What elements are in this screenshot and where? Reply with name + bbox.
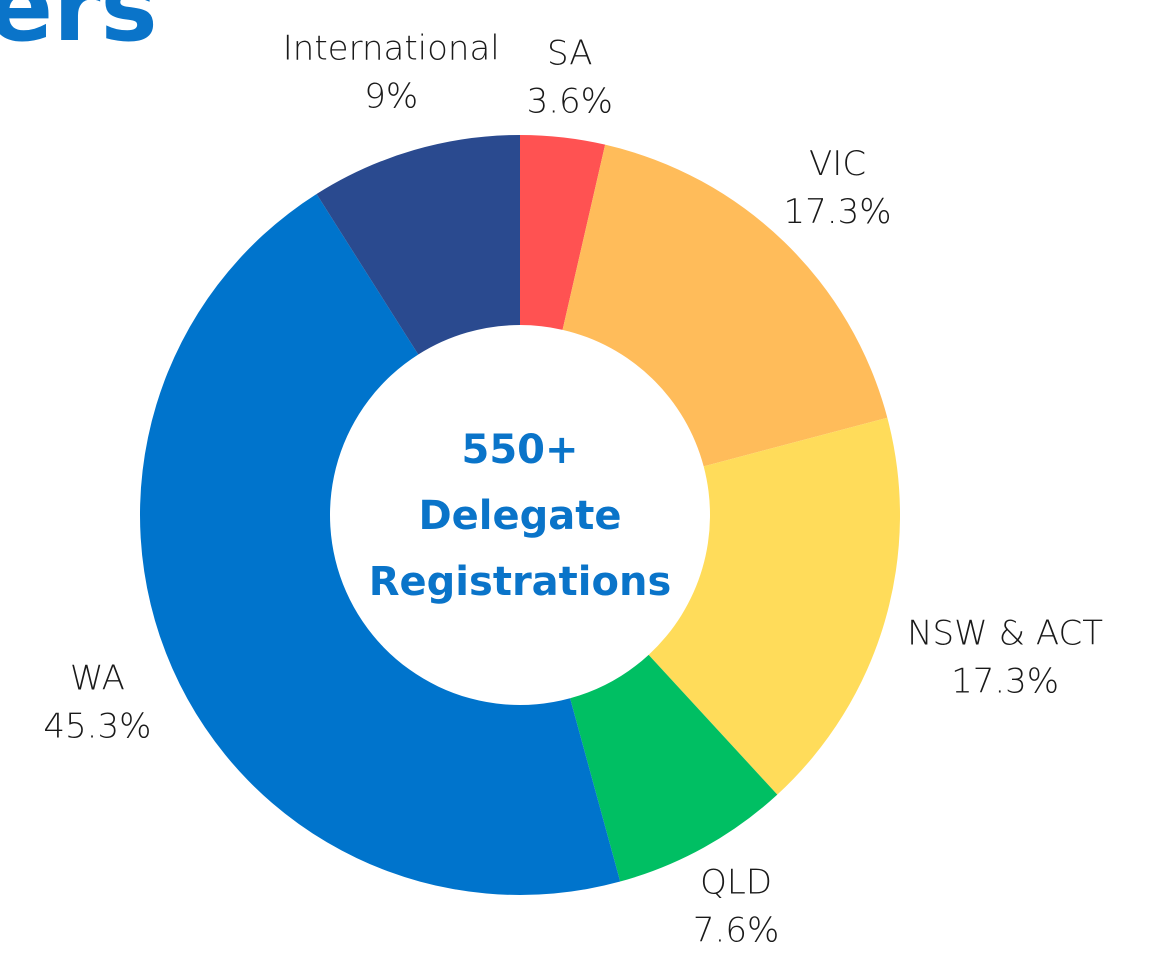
slice-label: SA: [547, 33, 592, 73]
slice-label: QLD: [700, 863, 772, 903]
donut-slice: [520, 135, 606, 330]
slice-value-label: 45.3%: [43, 707, 151, 747]
center-text: 550+: [461, 427, 578, 473]
center-text: Registrations: [369, 559, 672, 605]
slice-label: International: [283, 28, 500, 68]
slice-value-label: 17.3%: [784, 192, 892, 232]
donut-slice: [562, 144, 888, 467]
chart-title: ers: [0, 0, 158, 63]
donut-slice: [316, 135, 520, 355]
donut-slice: [570, 654, 778, 882]
slice-label: VIC: [809, 144, 866, 184]
donut-slice: [140, 194, 621, 895]
slice-value-label: 7.6%: [693, 911, 779, 951]
slice-value-label: 3.6%: [527, 81, 613, 121]
slice-value-label: 17.3%: [951, 662, 1059, 702]
slice-value-label: 9%: [364, 76, 418, 116]
donut-slice: [648, 417, 901, 795]
slice-label: NSW & ACT: [907, 614, 1103, 654]
center-text: Delegate: [418, 493, 621, 539]
slice-label: WA: [70, 659, 125, 699]
